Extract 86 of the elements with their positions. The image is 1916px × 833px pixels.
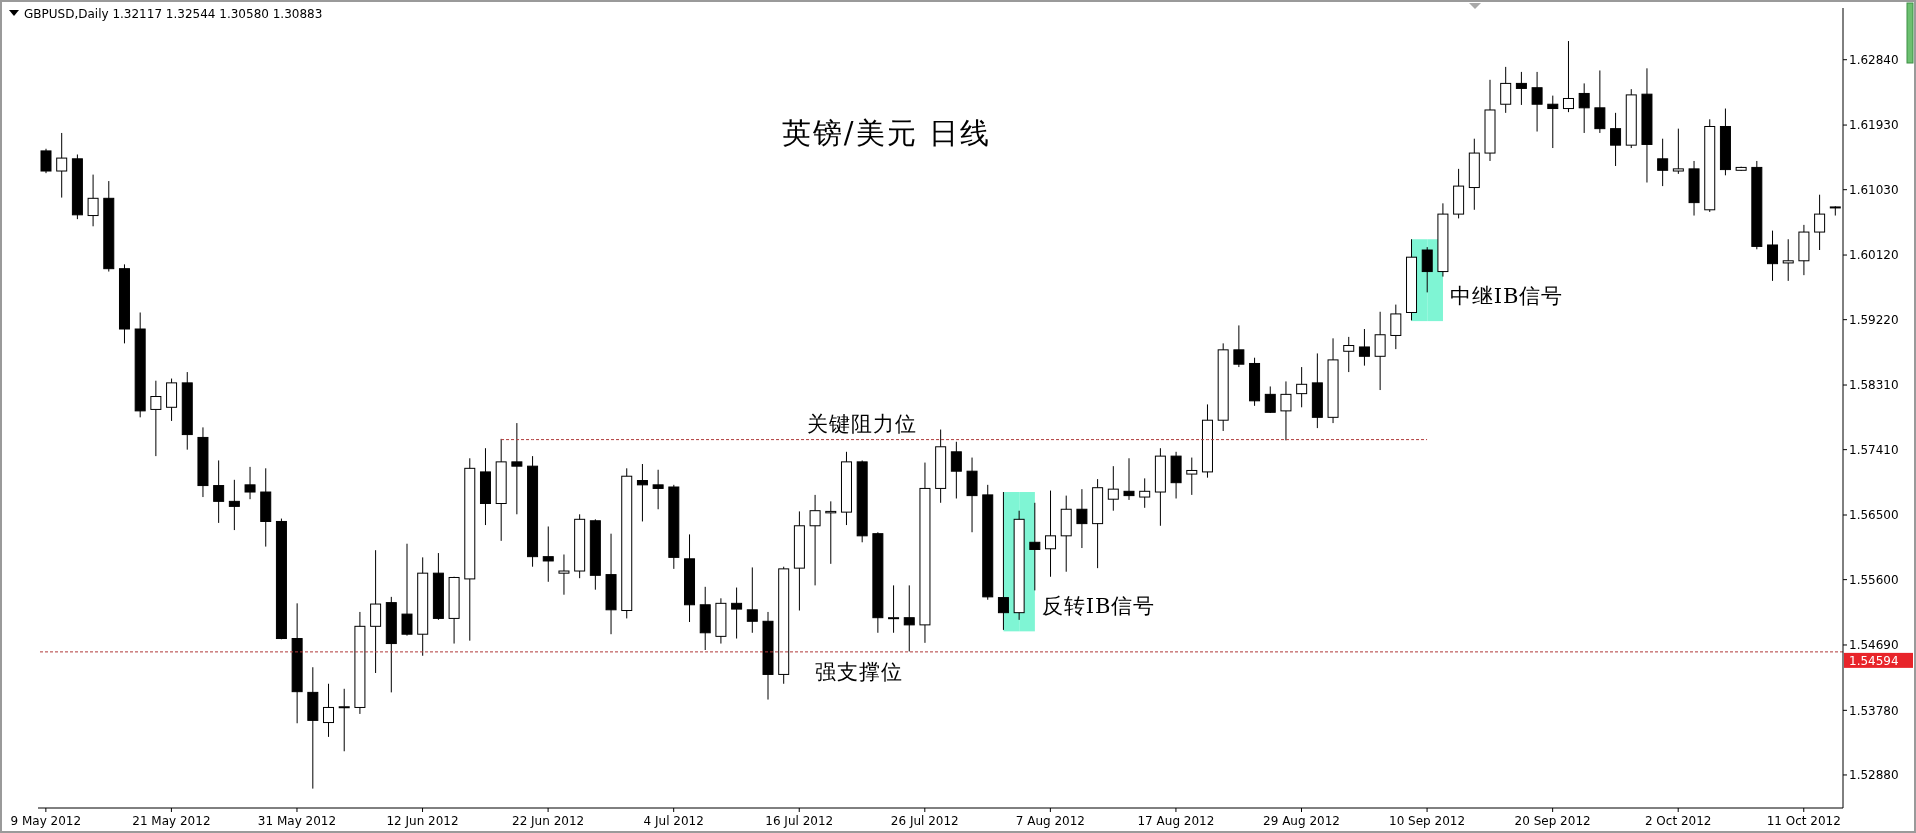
x-tick-label: 10 Sep 2012 [1389,814,1466,828]
candlestick [1186,457,1198,496]
y-tick-label: 1.57410 [1849,442,1899,457]
candlestick [1547,95,1559,149]
x-tick-label: 2 Oct 2012 [1644,814,1712,828]
candlestick [1390,304,1402,350]
y-tick-label: 1.54690 [1849,638,1899,653]
ref-line-label: 1.54594 [1849,653,1899,668]
candlestick [1296,366,1308,408]
candlestick [401,543,413,637]
candlestick [370,549,382,674]
candlestick [56,132,68,199]
x-tick-label: 22 Jun 2012 [512,814,585,828]
y-tick-label: 1.62840 [1849,52,1899,67]
candlestick [746,566,758,634]
x-tick-label: 21 May 2012 [132,814,211,828]
candlestick [40,148,52,174]
candlestick [809,494,821,586]
x-tick-label: 4 Jul 2012 [643,814,704,828]
candlestick [950,441,962,499]
candlestick [1123,457,1135,501]
candlestick [1139,477,1151,509]
x-tick-label: 12 Jun 2012 [386,814,459,828]
candlestick [1578,82,1590,134]
annotation: 强支撑位 [815,659,904,684]
candlestick [888,584,900,634]
candlestick [1029,502,1041,591]
candlestick [997,491,1009,631]
x-tick-label: 9 May 2012 [10,814,82,828]
candlestick [903,584,915,652]
series-label: 关键阻力位 [807,411,918,436]
series-label: 反转IB信号 [1041,594,1156,619]
candlestick [558,554,570,596]
candlestick [652,469,664,510]
candlestick [1374,311,1386,391]
x-tick-label: 20 Sep 2012 [1514,814,1591,828]
candlestick [1782,238,1794,282]
y-tick-label: 1.59220 [1849,312,1899,327]
candlestick [1264,385,1276,414]
candlestick [1594,69,1606,134]
text: 英镑/美元 日线 [781,116,991,150]
candlestick [244,466,256,500]
y-tick-label: 1.55600 [1849,572,1899,587]
candlestick [1814,194,1826,251]
candlestick [1672,128,1684,175]
candlestick [636,463,648,522]
x-tick-label: 17 Aug 2012 [1137,814,1215,828]
y-tick-label: 1.52880 [1849,768,1899,783]
candlestick [511,422,523,515]
candlestick [1358,328,1370,367]
y-tick-label: 1.61930 [1849,118,1899,133]
candlestick [1343,336,1355,373]
x-tick-label: 29 Aug 2012 [1263,814,1340,828]
candlestick [87,174,99,227]
candlestick [1500,66,1512,114]
y-tick-label: 1.53780 [1849,703,1899,718]
candlestick [1657,138,1669,187]
candlestick [1531,71,1543,133]
y-tick-label: 1.60120 [1849,248,1899,263]
x-tick-label: 7 Aug 2012 [1015,814,1085,828]
candlestick [1045,490,1057,578]
candlestick [1515,71,1527,106]
candlestick [1280,380,1292,441]
candlestick [228,479,240,531]
candlestick [1233,324,1245,368]
x-tick-label: 26 Jul 2012 [890,814,959,828]
candlestick [323,683,335,738]
candlestick [542,525,554,583]
candlestick [1610,112,1622,167]
x-tick-label: 11 Oct 2012 [1766,814,1841,828]
y-tick-label: 1.61030 [1849,182,1899,197]
candlestick [150,380,162,457]
candlestick [338,688,350,752]
candlestick [1421,246,1433,293]
candlestick [1562,40,1574,113]
candlestick [1076,488,1088,549]
candlestick [1767,230,1779,282]
candlestick [1107,465,1119,512]
x-tick-label: 16 Jul 2012 [765,814,834,828]
chart-subtitle: GBPUSD,Daily 1.32117 1.32544 1.30580 1.30883 [24,7,323,21]
series-label: 中继IB信号 [1449,284,1564,309]
y-tick-label: 1.58310 [1849,378,1899,393]
candlestick [731,587,743,640]
y-tick-label: 1.56500 [1849,508,1899,523]
candlestick [213,459,225,524]
x-tick-label: 31 May 2012 [257,814,337,828]
